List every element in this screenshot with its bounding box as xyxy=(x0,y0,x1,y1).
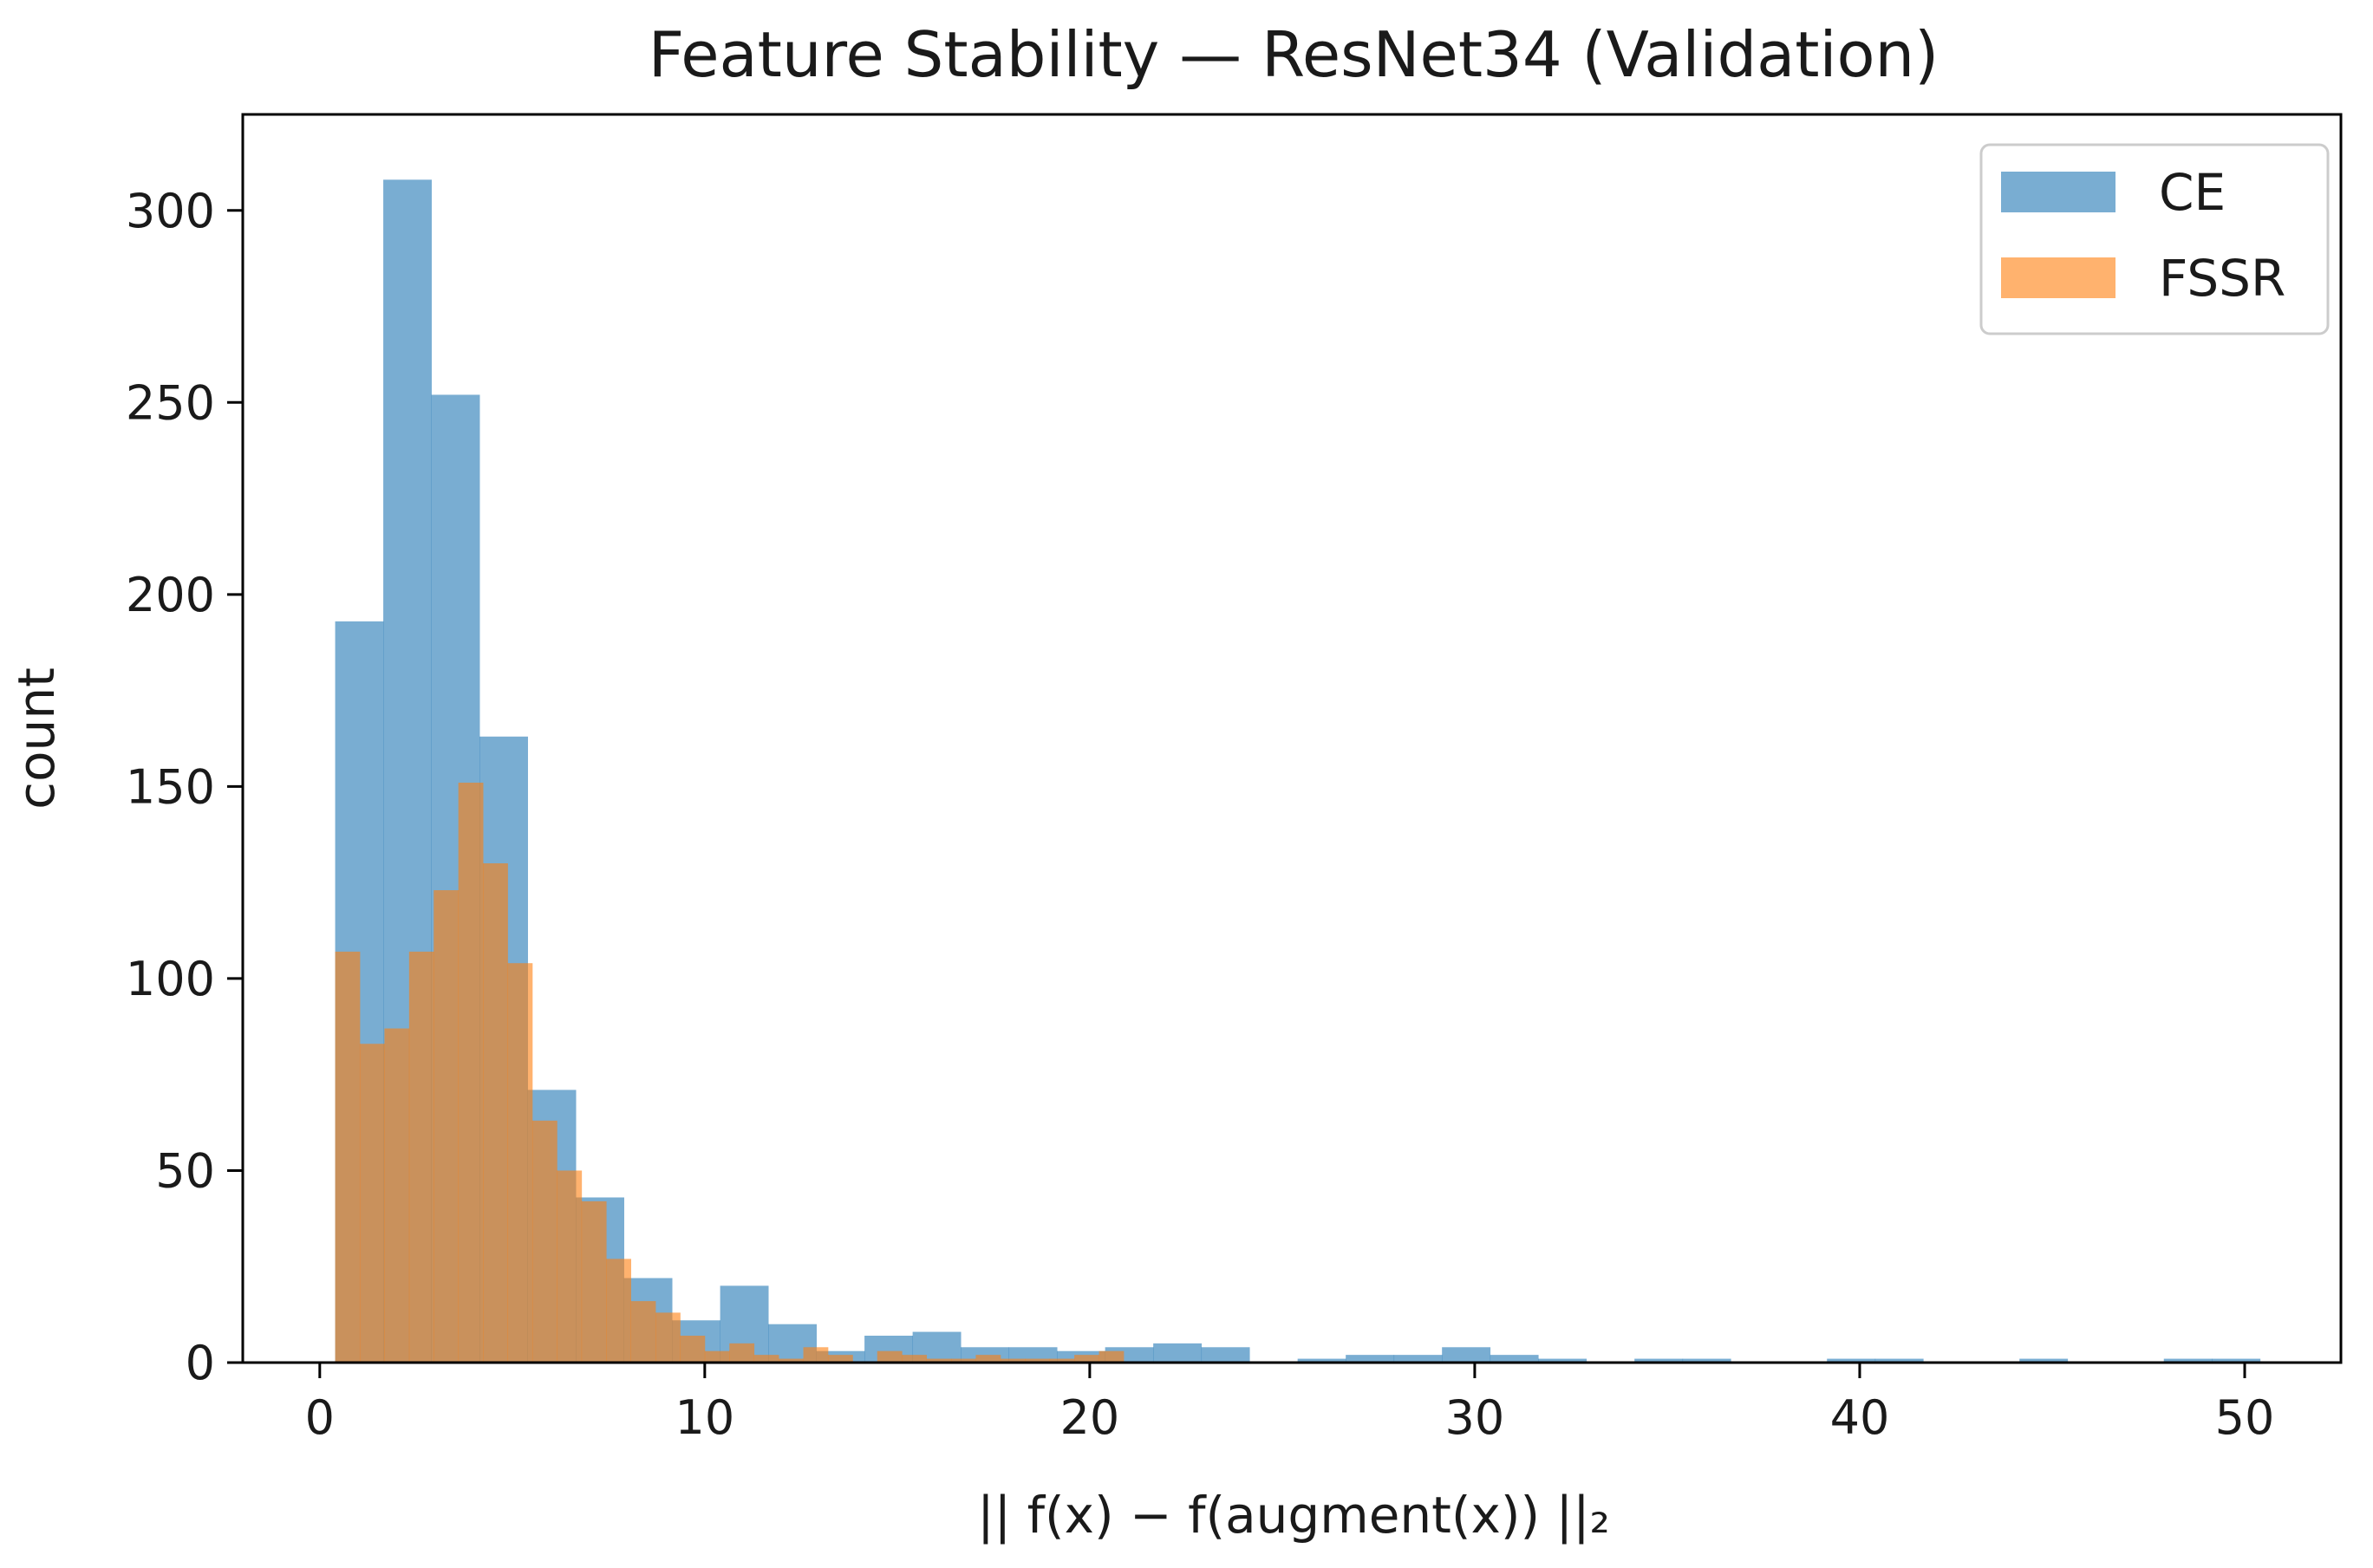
bar-fssr-14 xyxy=(680,1335,706,1363)
legend-swatch-fssr xyxy=(2001,257,2115,298)
bar-fssr-23 xyxy=(902,1355,928,1363)
bar-ce-32 xyxy=(1874,1358,1924,1363)
bar-fssr-1 xyxy=(359,1044,385,1363)
bar-fssr-5 xyxy=(458,782,484,1363)
legend-swatch-ce xyxy=(2001,172,2115,212)
bar-fssr-7 xyxy=(507,963,533,1363)
bar-ce-20 xyxy=(1297,1358,1346,1363)
y-tick-label-300: 300 xyxy=(126,184,215,238)
y-tick-label-100: 100 xyxy=(126,952,215,1006)
bar-fssr-28 xyxy=(1025,1358,1051,1363)
x-tick-label-0: 0 xyxy=(305,1390,335,1445)
x-axis-label: || f(x) − f(augment(x)) ||₂ xyxy=(977,1486,1610,1545)
bar-ce-31 xyxy=(1827,1358,1876,1363)
bar-fssr-2 xyxy=(384,1028,410,1363)
bar-fssr-25 xyxy=(951,1358,976,1363)
bar-fssr-15 xyxy=(704,1350,730,1363)
legend: CE FSSR xyxy=(1979,143,2330,335)
x-tick-label-50: 50 xyxy=(2215,1390,2275,1445)
bar-fssr-24 xyxy=(926,1358,952,1363)
legend-label-ce: CE xyxy=(2159,163,2226,222)
y-tick-label-200: 200 xyxy=(126,568,215,622)
bar-fssr-30 xyxy=(1074,1355,1099,1363)
y-axis-ticks: 0 50 100 150 200 250 300 xyxy=(126,184,243,1390)
bar-ce-25 xyxy=(1538,1358,1587,1363)
bar-fssr-20 xyxy=(827,1355,853,1363)
bar-ce-35 xyxy=(2019,1358,2069,1363)
bar-fssr-17 xyxy=(753,1355,779,1363)
bar-fssr-9 xyxy=(557,1170,583,1363)
x-tick-label-30: 30 xyxy=(1445,1390,1505,1445)
bars-layer xyxy=(335,179,2261,1363)
legend-label-fssr: FSSR xyxy=(2159,249,2285,308)
bar-fssr-26 xyxy=(975,1355,1001,1363)
bar-ce-23 xyxy=(1442,1347,1491,1363)
bar-fssr-3 xyxy=(408,951,434,1363)
y-tick-label-150: 150 xyxy=(126,759,215,814)
bar-ce-18 xyxy=(1201,1347,1250,1363)
bar-ce-27 xyxy=(1634,1358,1684,1363)
bar-fssr-27 xyxy=(1000,1358,1026,1363)
plot-frame xyxy=(241,113,2343,1364)
bar-ce-22 xyxy=(1393,1355,1443,1363)
bar-fssr-6 xyxy=(483,863,508,1363)
y-tick-label-250: 250 xyxy=(126,375,215,430)
bar-ce-28 xyxy=(1682,1358,1731,1363)
bar-ce-21 xyxy=(1346,1355,1395,1363)
x-tick-label-40: 40 xyxy=(1830,1390,1890,1445)
y-axis-label: count xyxy=(7,667,66,810)
bar-ce-38 xyxy=(2163,1358,2213,1363)
bar-ce-17 xyxy=(1153,1343,1203,1363)
bar-fssr-16 xyxy=(729,1343,755,1363)
bar-fssr-19 xyxy=(803,1347,829,1363)
bar-fssr-31 xyxy=(1098,1350,1125,1363)
x-tick-label-10: 10 xyxy=(675,1390,734,1445)
bar-ce-39 xyxy=(2212,1358,2261,1363)
x-tick-label-20: 20 xyxy=(1060,1390,1120,1445)
bar-fssr-13 xyxy=(655,1312,681,1363)
bar-fssr-8 xyxy=(531,1120,557,1363)
bar-fssr-11 xyxy=(606,1259,631,1363)
bar-fssr-4 xyxy=(434,890,460,1363)
bar-fssr-10 xyxy=(581,1200,607,1363)
chart-title: Feature Stability — ResNet34 (Validation… xyxy=(649,18,1939,91)
y-tick-label-50: 50 xyxy=(155,1143,215,1198)
bar-fssr-12 xyxy=(630,1301,656,1363)
y-tick-label-0: 0 xyxy=(186,1336,215,1390)
bar-fssr-22 xyxy=(877,1350,903,1363)
x-axis-ticks: 0 10 20 30 40 50 xyxy=(305,1363,2275,1445)
bar-fssr-29 xyxy=(1049,1358,1075,1363)
bar-fssr-0 xyxy=(335,951,361,1363)
bar-ce-24 xyxy=(1490,1355,1539,1363)
bar-fssr-18 xyxy=(779,1358,804,1363)
